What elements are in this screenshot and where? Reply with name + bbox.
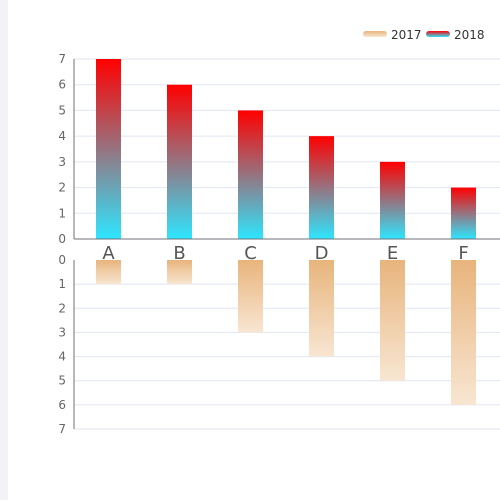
- top-bars-2018: [96, 59, 476, 239]
- bottom-y-tick-label: 5: [58, 374, 66, 388]
- legend-item-2017[interactable]: 2017: [363, 28, 422, 42]
- category-label-A: A: [102, 243, 115, 264]
- category-label-B: B: [173, 243, 185, 264]
- legend-label-2017: 2017: [391, 28, 422, 42]
- top-y-tick-label: 6: [58, 78, 66, 92]
- legend-item-2018[interactable]: 2018: [426, 28, 485, 42]
- bar-2017-E[interactable]: [380, 260, 405, 381]
- bottom-y-tick-labels: 0 1 2 3 4 5 6 7: [58, 253, 66, 436]
- bar-2018-C[interactable]: [238, 110, 263, 239]
- bar-2017-B[interactable]: [167, 260, 192, 285]
- bar-2018-A[interactable]: [96, 59, 121, 239]
- legend-swatch-2017: [363, 31, 387, 37]
- bottom-y-tick-label: 1: [58, 277, 66, 291]
- category-label-C: C: [244, 243, 257, 264]
- top-y-tick-labels: 0 1 2 3 4 5 6 7: [58, 52, 66, 246]
- top-y-tick-label: 3: [58, 155, 66, 169]
- legend[interactable]: 2017 2018: [363, 28, 485, 42]
- top-y-tick-label: 2: [58, 181, 66, 195]
- bar-2017-A[interactable]: [96, 260, 121, 285]
- bottom-y-tick-label: 3: [58, 325, 66, 339]
- bottom-y-tick-label: 2: [58, 301, 66, 315]
- category-labels: A B C D E F: [102, 243, 468, 264]
- bottom-y-tick-label: 7: [58, 422, 66, 436]
- top-y-tick-label: 7: [58, 52, 66, 66]
- legend-label-2018: 2018: [454, 28, 485, 42]
- top-grid: [74, 58, 500, 214]
- category-label-E: E: [387, 243, 398, 264]
- category-label-F: F: [458, 243, 468, 264]
- top-y-tick-label: 4: [58, 129, 66, 143]
- legend-swatch-2018: [426, 31, 450, 37]
- top-y-tick-label: 5: [58, 103, 66, 117]
- bar-2017-F[interactable]: [451, 260, 476, 405]
- bottom-y-tick-label: 6: [58, 398, 66, 412]
- bar-2018-D[interactable]: [309, 136, 334, 239]
- category-label-D: D: [315, 243, 329, 264]
- axes: [73, 59, 500, 429]
- mirrored-bar-chart: 2017 2018 0 1 2 3 4 5 6 7 0 1 2 3 4 5 6 7 A B C D E F: [58, 28, 500, 436]
- bottom-y-tick-label: 0: [58, 253, 66, 267]
- bottom-bars-2017: [96, 260, 476, 405]
- top-y-tick-label: 1: [58, 206, 66, 220]
- bottom-y-tick-label: 4: [58, 350, 66, 364]
- bar-2018-F[interactable]: [451, 187, 476, 239]
- bottom-grid: [74, 283, 500, 430]
- top-y-tick-label: 0: [58, 232, 66, 246]
- bar-2017-D[interactable]: [309, 260, 334, 357]
- bar-2018-E[interactable]: [380, 161, 405, 239]
- chart-panel: 2017 2018 0 1 2 3 4 5 6 7 0 1 2 3 4 5 6 7 A B C D E F: [8, 0, 500, 500]
- bar-2018-B[interactable]: [167, 84, 192, 239]
- bar-2017-C[interactable]: [238, 260, 263, 333]
